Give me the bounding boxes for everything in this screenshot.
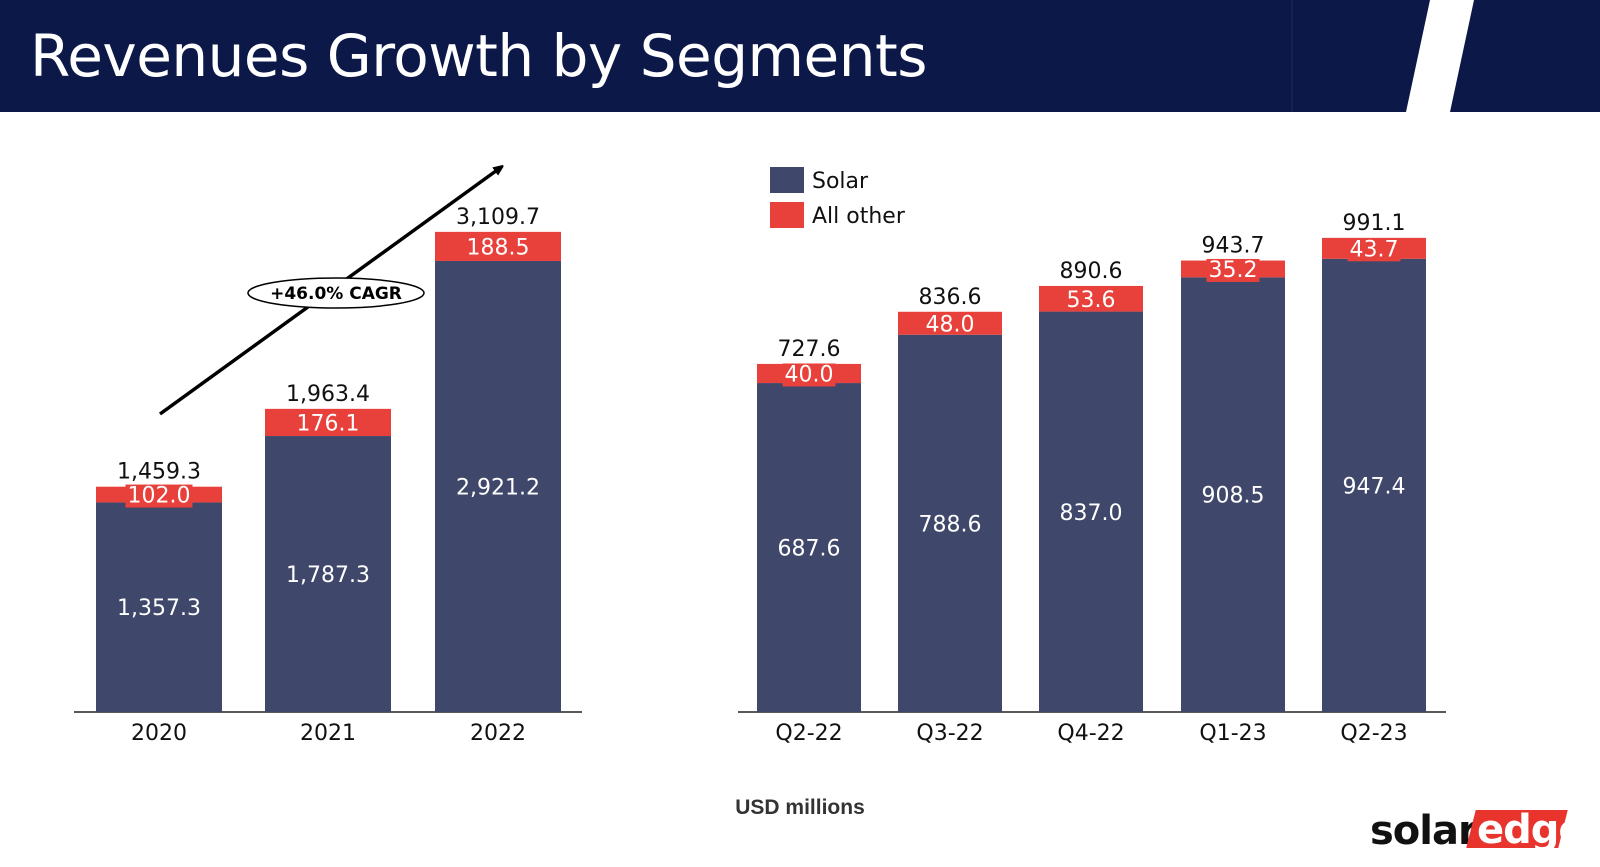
quarterly-category-label: Q2-22 <box>775 721 842 746</box>
annual-solar-value-label: 2,921.2 <box>456 475 540 500</box>
annual-solar-value-label: 1,357.3 <box>117 596 201 621</box>
legend-label-other: All other <box>812 204 906 229</box>
quarterly-other-value-label: 53.6 <box>1067 288 1116 313</box>
quarterly-solar-value-label: 908.5 <box>1202 484 1265 509</box>
quarterly-solar-value-label: 837.0 <box>1060 501 1123 526</box>
quarterly-solar-value-label: 788.6 <box>919 512 982 537</box>
quarterly-total-label: 991.1 <box>1343 211 1406 236</box>
annual-bar-other <box>435 231 561 261</box>
annual-category-label: 2022 <box>470 721 526 746</box>
quarterly-category-label: Q1-23 <box>1199 721 1266 746</box>
annual-bar-solar <box>435 260 561 712</box>
quarterly-total-label: 943.7 <box>1202 234 1265 259</box>
quarterly-total-label: 836.6 <box>919 285 982 310</box>
quarterly-bar-solar <box>1181 277 1285 712</box>
logo-text-solar: solar <box>1370 808 1478 854</box>
annual-solar-value-label: 1,787.3 <box>286 563 370 588</box>
annual-other-label-bg <box>125 484 193 508</box>
quarterly-other-value-label: 35.2 <box>1209 258 1258 283</box>
quarterly-other-value-label: 43.7 <box>1350 237 1399 262</box>
quarterly-solar-value-label: 687.6 <box>778 537 841 562</box>
annual-total-label: 1,459.3 <box>117 460 201 485</box>
annual-total-label: 3,109.7 <box>456 205 540 230</box>
legend-swatch-other <box>770 202 804 228</box>
quarterly-category-label: Q4-22 <box>1057 721 1124 746</box>
annual-bar-solar <box>96 502 222 712</box>
quarterly-bar-solar <box>1039 311 1143 712</box>
quarterly-other-label-bg <box>782 363 836 387</box>
annual-other-value-label: 188.5 <box>467 235 530 260</box>
quarterly-solar-value-label: 947.4 <box>1343 474 1406 499</box>
cagr-annotation-label: +46.0% CAGR <box>270 284 402 304</box>
quarterly-total-label: 727.6 <box>778 337 841 362</box>
header-stripe-decoration <box>1291 0 1474 112</box>
quarterly-other-label-bg <box>1206 258 1260 282</box>
annual-total-label: 1,963.4 <box>286 382 370 407</box>
unit-label: USD millions <box>735 796 865 819</box>
quarterly-bar-solar <box>1322 258 1426 712</box>
page-title: Revenues Growth by Segments <box>30 22 927 90</box>
quarterly-category-label: Q2-23 <box>1340 721 1407 746</box>
legend-label-solar: Solar <box>812 169 869 194</box>
quarterly-other-label-bg <box>1347 238 1401 262</box>
annual-other-value-label: 176.1 <box>297 411 360 436</box>
annual-bar-other <box>265 408 391 437</box>
annual-category-label: 2020 <box>131 721 187 746</box>
quarterly-total-label: 890.6 <box>1060 259 1123 284</box>
quarterly-bar-solar <box>898 334 1002 712</box>
quarterly-bar-other <box>898 311 1002 335</box>
logo-edge-box: edge <box>1466 807 1586 853</box>
annual-other-value-label: 102.0 <box>128 484 191 509</box>
cagr-annotation-oval <box>247 277 425 309</box>
legend-swatch-solar <box>770 167 804 193</box>
quarterly-category-label: Q3-22 <box>916 721 983 746</box>
annual-category-label: 2021 <box>300 721 356 746</box>
quarterly-bar-other <box>1039 285 1143 312</box>
quarterly-bar-solar <box>757 383 861 712</box>
logo-text-edge: edge <box>1477 807 1586 853</box>
quarterly-other-value-label: 40.0 <box>785 362 834 387</box>
header-bar: Revenues Growth by Segments <box>0 0 1600 112</box>
annual-bar-solar <box>265 436 391 712</box>
quarterly-other-value-label: 48.0 <box>926 312 975 337</box>
